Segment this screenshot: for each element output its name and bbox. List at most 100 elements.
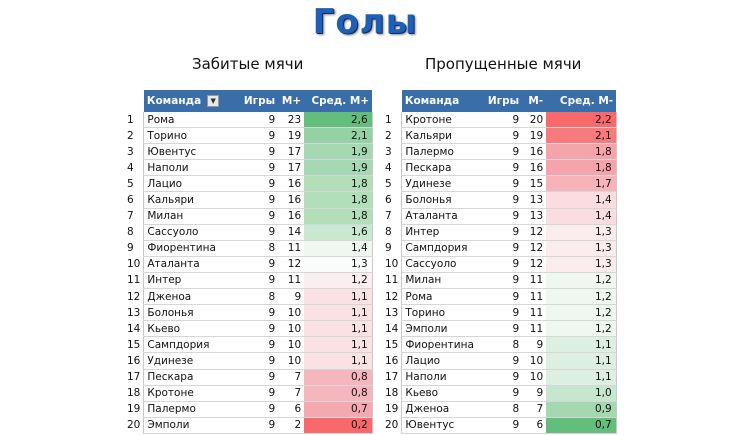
- team-header-label: Команда: [146, 95, 202, 107]
- goals-cell: 16: [278, 208, 305, 225]
- games-cell: 9: [484, 175, 523, 193]
- row-rank: 8: [127, 226, 134, 239]
- team-name-cell: Торино: [143, 127, 241, 145]
- goals-cell: 11: [522, 272, 547, 290]
- rank-header: [127, 90, 144, 112]
- games-cell: 8: [240, 240, 279, 257]
- table-row: 5 Лацио 9 16 1,8: [127, 175, 373, 193]
- team-name-cell: Болонья: [401, 191, 485, 209]
- avg-cell: 1,3: [304, 256, 373, 273]
- rank-header: [385, 90, 402, 112]
- conceded-goals-table: Команда Игры М- Сред. М- 1 Кротоне 9 20 2,2 2…: [385, 90, 617, 434]
- team-column-header[interactable]: Команда ▼: [143, 90, 241, 112]
- avg-cell: 1,2: [546, 320, 617, 338]
- avg-cell: 1,1: [304, 320, 373, 338]
- goals-cell: 7: [278, 369, 305, 386]
- row-rank: 4: [385, 161, 392, 174]
- goals-cell: 13: [522, 191, 547, 209]
- games-cell: 9: [484, 352, 523, 370]
- row-rank: 9: [385, 242, 392, 255]
- table-row: 20 Эмполи 9 2 0,2: [127, 417, 373, 434]
- goals-cell: 12: [522, 240, 547, 257]
- avg-cell: 1,8: [546, 143, 617, 161]
- games-cell: 9: [240, 224, 279, 241]
- avg-cell: 1,3: [546, 256, 617, 273]
- row-rank: 4: [127, 161, 134, 174]
- table-header-row: Команда ▼ Игры М+ Сред. М+: [127, 90, 373, 112]
- games-column-header: Игры: [240, 90, 279, 112]
- scored-goals-panel: Команда ▼ Игры М+ Сред. М+ 1 Рома 9 23 2,6 2 То…: [127, 90, 373, 434]
- table-header-row: Команда Игры М- Сред. М-: [385, 90, 617, 112]
- avg-cell: 1,2: [546, 272, 617, 290]
- row-rank: 12: [127, 290, 141, 303]
- team-name-cell: Интер: [401, 224, 485, 241]
- goals-cell: 10: [522, 369, 547, 386]
- conceded-goals-panel: Команда Игры М- Сред. М- 1 Кротоне 9 20 2,2 2…: [385, 90, 617, 434]
- games-cell: 9: [484, 417, 523, 434]
- row-rank: 3: [127, 145, 134, 158]
- row-rank: 1: [385, 113, 392, 126]
- team-name-cell: Лацио: [401, 352, 485, 370]
- avg-cell: 1,1: [546, 352, 617, 370]
- team-name-cell: Сассуоло: [401, 256, 485, 273]
- row-rank: 19: [127, 403, 141, 416]
- team-name-cell: Удинезе: [143, 352, 241, 370]
- avg-cell: 1,1: [304, 336, 373, 354]
- goals-column-header: М-: [522, 90, 547, 112]
- avg-cell: 0,8: [304, 385, 373, 402]
- avg-cell: 1,1: [304, 304, 373, 322]
- team-name-cell: Кротоне: [143, 385, 241, 402]
- avg-cell: 0,7: [304, 401, 373, 418]
- team-name-cell: Эмполи: [401, 320, 485, 338]
- games-cell: 9: [240, 112, 279, 129]
- games-cell: 9: [484, 191, 523, 209]
- team-name-cell: Эмполи: [143, 417, 241, 434]
- row-rank: 6: [127, 194, 134, 207]
- goals-cell: 11: [522, 320, 547, 338]
- games-cell: 9: [484, 288, 523, 306]
- games-cell: 9: [484, 304, 523, 322]
- goals-cell: 19: [278, 127, 305, 145]
- games-cell: 9: [240, 143, 279, 161]
- goals-cell: 20: [522, 112, 547, 129]
- avg-cell: 1,6: [304, 224, 373, 241]
- row-rank: 5: [385, 177, 392, 190]
- avg-cell: 0,9: [546, 401, 617, 418]
- goals-cell: 11: [522, 304, 547, 322]
- row-rank: 11: [127, 274, 141, 287]
- avg-cell: 1,8: [546, 159, 617, 177]
- avg-cell: 1,2: [546, 288, 617, 306]
- goals-cell: 2: [278, 417, 305, 434]
- table-row: 3 Палермо 9 16 1,8: [385, 143, 617, 161]
- table-row: 15 Сампдория 9 10 1,1: [127, 336, 373, 354]
- games-cell: 9: [240, 272, 279, 290]
- goals-cell: 6: [522, 417, 547, 434]
- goals-cell: 10: [522, 352, 547, 370]
- sort-descending-icon[interactable]: ▼: [207, 95, 220, 107]
- row-rank: 7: [127, 210, 134, 223]
- row-rank: 3: [385, 145, 392, 158]
- goals-cell: 17: [278, 159, 305, 177]
- games-cell: 9: [240, 352, 279, 370]
- games-cell: 9: [240, 127, 279, 145]
- team-name-cell: Наполи: [143, 159, 241, 177]
- table-row: 4 Пескара 9 16 1,8: [385, 159, 617, 177]
- table-row: 11 Интер 9 11 1,2: [127, 272, 373, 290]
- table-row: 8 Сассуоло 9 14 1,6: [127, 224, 373, 241]
- avg-cell: 1,1: [546, 336, 617, 354]
- team-name-cell: Кьево: [401, 385, 485, 402]
- games-cell: 9: [240, 369, 279, 386]
- team-name-cell: Рома: [401, 288, 485, 306]
- team-name-cell: Пескара: [401, 159, 485, 177]
- team-name-cell: Интер: [143, 272, 241, 290]
- goals-cell: 9: [522, 336, 547, 354]
- games-cell: 8: [484, 401, 523, 418]
- table-row: 1 Рома 9 23 2,6: [127, 112, 373, 129]
- table-row: 17 Наполи 9 10 1,1: [385, 369, 617, 386]
- games-cell: 9: [484, 159, 523, 177]
- goals-cell: 19: [522, 127, 547, 145]
- table-row: 7 Аталанта 9 13 1,4: [385, 208, 617, 225]
- row-rank: 20: [385, 419, 399, 432]
- avg-cell: 1,7: [546, 175, 617, 193]
- avg-cell: 2,6: [304, 112, 373, 129]
